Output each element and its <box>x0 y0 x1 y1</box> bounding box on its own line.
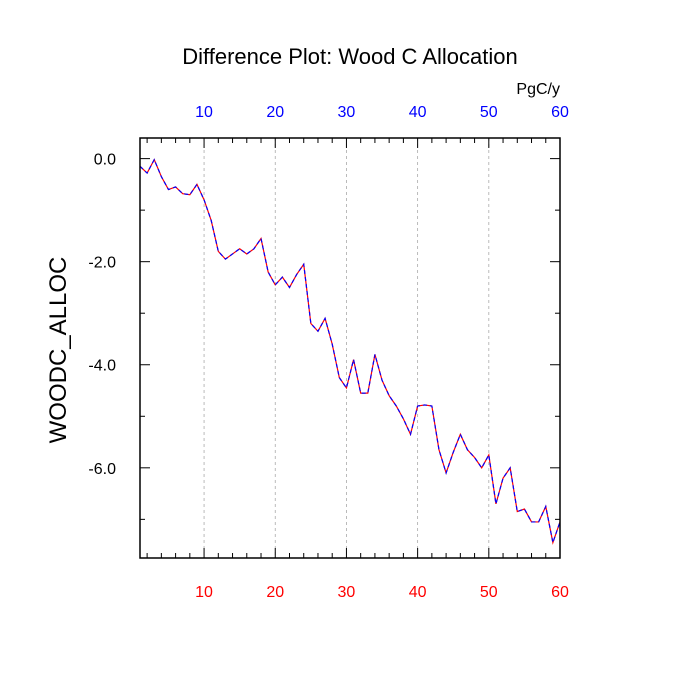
x-tick-label-top: 40 <box>409 104 427 121</box>
x-tick-label-top: 50 <box>480 104 498 121</box>
axis-ticks <box>140 138 561 558</box>
x-tick-label-top: 20 <box>266 104 284 121</box>
x-tick-label-bottom: 60 <box>551 584 569 601</box>
tick-labels: 10 10 20 20 30 30 40 40 50 50 60 60 0.0 -2.0 -4.0 -6.0 <box>88 104 569 601</box>
data-series <box>139 158 561 545</box>
series-line-a <box>139 158 561 545</box>
y-tick-label: 0.0 <box>94 152 116 169</box>
x-tick-label-bottom: 20 <box>266 584 284 601</box>
series-line-b <box>139 158 561 545</box>
x-tick-label-bottom: 50 <box>480 584 498 601</box>
x-tick-label-top: 30 <box>338 104 356 121</box>
y-axis-label: WOODC_ALLOC <box>45 257 72 444</box>
y-tick-label: -2.0 <box>88 255 116 272</box>
plot-frame <box>139 137 561 559</box>
x-tick-label-top: 60 <box>551 104 569 121</box>
grid-lines <box>203 138 490 558</box>
units-label: PgC/y <box>516 81 560 98</box>
y-tick-label: -4.0 <box>88 358 116 375</box>
y-tick-label: -6.0 <box>88 461 116 478</box>
x-tick-label-bottom: 40 <box>409 584 427 601</box>
x-tick-label-top: 10 <box>195 104 213 121</box>
chart-title: Difference Plot: Wood C Allocation <box>182 44 517 69</box>
x-tick-label-bottom: 30 <box>338 584 356 601</box>
x-tick-label-bottom: 10 <box>195 584 213 601</box>
